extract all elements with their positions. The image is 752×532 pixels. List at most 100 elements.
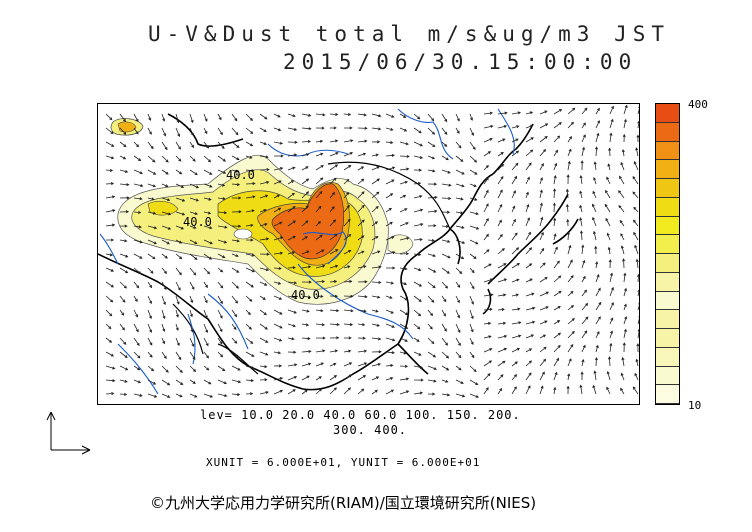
wind-vector [633,206,639,213]
wind-vector [441,239,451,243]
wind-vector [497,293,507,297]
wind-vector [497,152,504,157]
wind-vector [581,122,586,129]
wind-vector [119,239,128,243]
wind-vector [371,350,382,354]
wind-vector [133,337,140,347]
wind-vector [329,322,340,327]
wind-vector [217,155,226,162]
wind-vector [371,295,381,299]
wind-vector [273,364,283,368]
wind-vector [189,281,195,290]
wind-vector [525,372,532,381]
wind-vector [469,351,475,359]
wind-vector [133,169,143,175]
wind-vector [620,245,625,255]
wind-vector [511,263,521,269]
wind-vector [525,137,534,143]
wind-vector [119,392,128,396]
wind-vector [175,225,185,230]
wind-vector [301,178,310,185]
wind-vector [301,153,310,157]
wind-vector [606,232,611,241]
wind-vector [245,195,256,199]
wind-vector [273,127,282,132]
wind-vector [231,267,240,273]
wind-vector [636,134,639,143]
wind-vector [189,239,198,244]
wind-vector [245,238,254,242]
wind-vector [497,111,508,115]
wind-vector [636,343,639,353]
wind-vector-field [105,104,639,398]
wind-vector [511,374,518,381]
wind-vector [581,146,585,157]
wind-vector [567,160,571,171]
wind-vector [343,322,354,327]
wind-vector [469,337,474,345]
wind-vector [609,286,614,297]
wind-vector [329,309,340,313]
wind-vector [618,204,625,213]
wind-vector [273,180,282,185]
wind-vector [287,127,298,131]
colorbar-segment [656,329,679,348]
wind-vector [343,165,352,171]
wind-vector [511,190,516,199]
wind-vector [441,379,449,383]
wind-vector [315,388,323,395]
wind-vector [580,160,584,171]
wind-vector [301,191,310,199]
wind-vector [399,252,410,256]
wind-vector [301,220,309,227]
wind-vector [259,194,269,199]
wind-vector [483,233,489,241]
wind-vector [259,267,270,272]
wind-vector [259,365,268,369]
wind-vector [399,222,409,227]
wind-vector [427,253,437,257]
wind-vector [606,370,611,381]
wind-vector [245,141,254,147]
wind-vector [609,317,614,325]
wind-vector [413,267,422,272]
wind-vector [579,217,583,227]
wind-vector [399,323,409,329]
colorbar-segment [656,122,679,142]
wind-vector [606,176,611,185]
wind-vector [287,309,298,314]
wind-vector [413,281,423,287]
wind-vector [371,376,380,381]
wind-vector [105,281,114,288]
wind-vector [399,208,408,213]
wind-vector [133,309,138,318]
wind-vector [147,379,157,385]
wind-vector [161,393,171,398]
wind-vector [231,210,242,214]
wind-vector [525,231,531,241]
wind-vector [147,337,153,346]
wind-vector [301,280,312,284]
wind-vector [217,253,226,258]
wind-vector [329,164,339,171]
wind-vector [581,259,586,269]
wind-vector [441,169,451,174]
wind-vector [567,244,572,255]
wind-vector [217,169,227,174]
wind-vector [385,295,393,299]
wind-vector [385,377,394,381]
wind-vector [119,155,127,160]
wind-vector [567,259,573,269]
wind-vector [315,177,324,185]
wind-vector [413,181,422,185]
wind-vector [455,393,466,398]
wind-vector [287,205,296,213]
wind-vector [175,113,180,124]
wind-vector [203,379,212,385]
wind-vector [553,246,558,255]
wind-vector [399,267,408,271]
vector-units: XUNIT = 6.000E+01, YUNIT = 6.000E+01 [206,456,481,469]
wind-vector [343,265,351,269]
wind-vector [189,211,199,215]
wind-vector [469,365,477,373]
